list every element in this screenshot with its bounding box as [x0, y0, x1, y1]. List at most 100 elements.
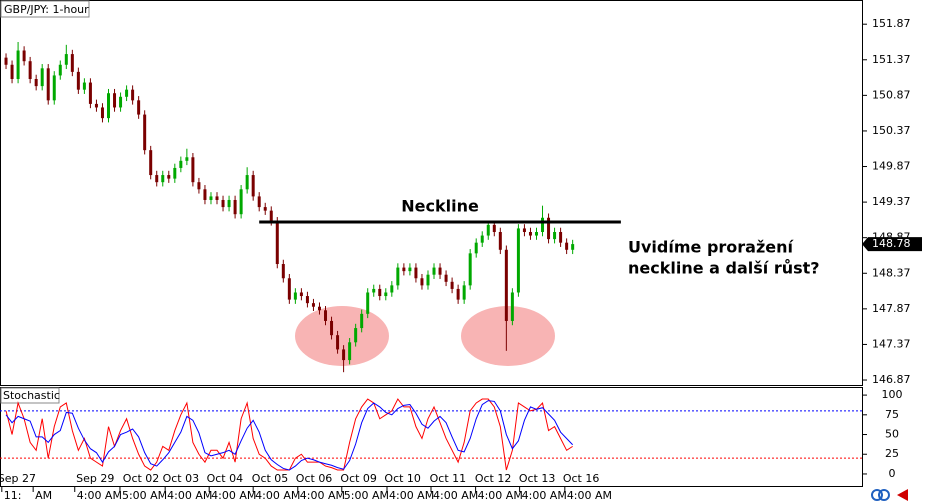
time-label: AM [35, 489, 52, 502]
candle-body [354, 328, 358, 343]
candle-body [366, 292, 370, 314]
stochastic-panel [0, 387, 863, 487]
candle-body [420, 278, 424, 286]
candle-body [305, 296, 309, 304]
candle-body [209, 196, 213, 200]
candle-body [480, 235, 484, 243]
current-price: 148.78 [872, 237, 911, 250]
link-icon [871, 489, 883, 501]
x-tick-label: Oct 12 [475, 472, 512, 485]
time-label: 4:00 AM [167, 489, 212, 502]
candle-body [432, 267, 436, 275]
candle-body [299, 292, 303, 297]
candle-body [408, 267, 412, 272]
candle-body [215, 196, 219, 200]
title-box [0, 0, 90, 18]
chart-title: GBP/JPY: 1-hour [4, 3, 89, 16]
candle-body [107, 93, 111, 119]
time-label: 4:00 AM [522, 489, 567, 502]
candle-body [10, 64, 14, 79]
candle-body [426, 274, 430, 286]
candle-body [444, 274, 448, 282]
candle-body [510, 292, 514, 321]
time-label: 4:00 AM [300, 489, 345, 502]
indicator-box [0, 387, 60, 404]
candle-body [191, 157, 195, 183]
candle-body [522, 228, 526, 232]
y-tick-label: 149.87 [872, 160, 911, 173]
candle-body [504, 249, 508, 321]
x-tick-label: Oct 03 [163, 472, 200, 485]
main-panel [0, 0, 863, 386]
candle-body [125, 89, 129, 97]
time-label: 4:00 AM [255, 489, 300, 502]
x-tick-label: Oct 16 [563, 472, 600, 485]
price-marker [862, 237, 922, 252]
candle-body [330, 320, 334, 336]
annotation: Uvidíme proražení [628, 238, 795, 257]
stochastic-line [5, 400, 574, 471]
x-tick-label: Oct 02 [123, 472, 160, 485]
y-tick-label: 75 [885, 408, 899, 421]
x-tick-label: Oct 04 [207, 472, 244, 485]
candle-body [22, 50, 26, 62]
link-icon [878, 489, 890, 501]
time-label: 11: [4, 489, 22, 502]
candle-body [119, 96, 123, 108]
candle-body [155, 175, 159, 183]
indicator-title: Stochastic [3, 389, 60, 402]
candle-body [456, 288, 460, 300]
candle-body [571, 244, 575, 250]
candle-body [52, 75, 56, 101]
candle-body [342, 349, 346, 361]
candle-body [317, 306, 321, 311]
candle-body [281, 264, 285, 279]
candle-body [173, 167, 177, 179]
y-tick-label: 50 [885, 428, 899, 441]
candle-body [269, 210, 273, 222]
candle-body [88, 82, 92, 104]
candle-body [534, 231, 538, 236]
candle-body [197, 182, 201, 190]
candle-body [293, 292, 297, 300]
candle-body [565, 242, 569, 250]
candle-body [372, 288, 376, 293]
x-tick-label: Oct 05 [252, 472, 289, 485]
candle-body [34, 78, 38, 87]
candle-body [492, 224, 496, 232]
candle-body [311, 303, 315, 307]
annotation: neckline a další růst? [628, 259, 820, 278]
candle-body [100, 107, 104, 119]
candle-body [137, 100, 141, 115]
time-label: 5:00 AM [122, 489, 167, 502]
candle-body [287, 278, 291, 300]
x-tick-label: Sep 29 [76, 472, 114, 485]
candle-body [462, 285, 466, 300]
candle-body [547, 217, 551, 240]
time-label: 4:00 AM [211, 489, 256, 502]
x-tick-label: Oct 13 [519, 472, 556, 485]
candle-body [348, 342, 352, 361]
candle-body [257, 196, 261, 208]
candle-body [149, 150, 153, 176]
time-label: 4:00 AM [389, 489, 434, 502]
candle-body [396, 267, 400, 286]
candle-body [559, 231, 563, 243]
time-label: 4:00 AM [77, 489, 122, 502]
y-tick-label: 148.37 [872, 266, 911, 279]
candle-body [143, 114, 147, 151]
candle-body [360, 313, 364, 329]
candle-body [76, 71, 80, 90]
y-tick-label: 147.87 [872, 302, 911, 315]
candle-body [179, 160, 183, 168]
y-tick-label: 146.87 [872, 373, 911, 386]
candle-body [40, 68, 44, 87]
y-tick-label: 150.37 [872, 124, 911, 137]
arrow-icon [897, 489, 908, 501]
y-tick-label: 25 [885, 447, 899, 460]
candle-body [185, 157, 189, 161]
candle-body [251, 175, 255, 197]
candle-body [324, 310, 328, 321]
y-tick-label: 149.37 [872, 195, 911, 208]
